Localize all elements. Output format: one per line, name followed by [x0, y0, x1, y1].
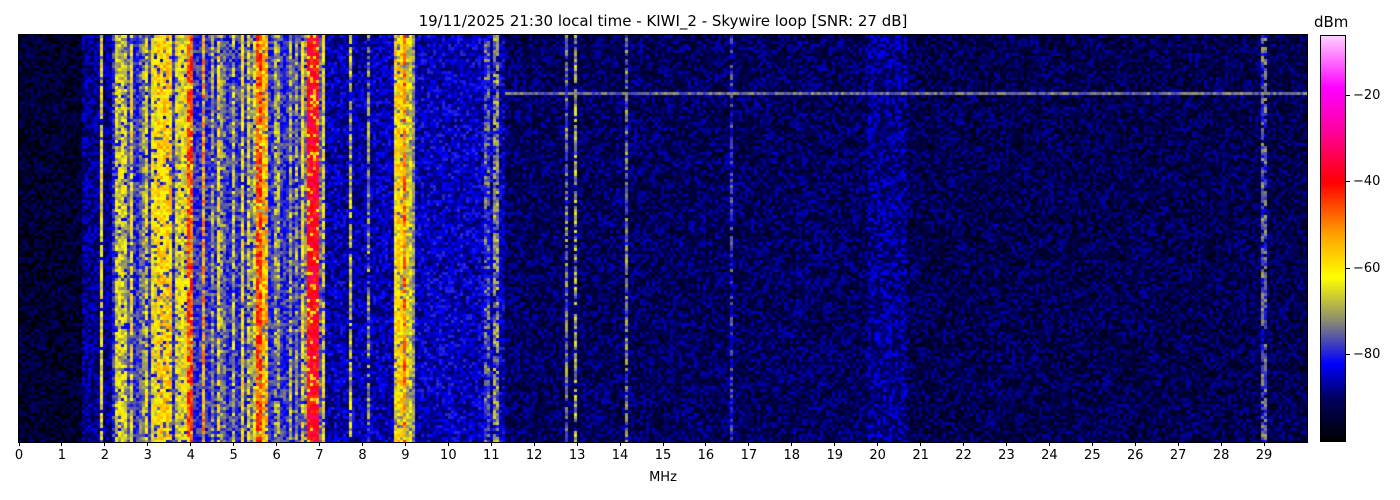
x-tick: 23: [986, 442, 1026, 463]
x-tick: 13: [557, 442, 597, 463]
x-tick-label: 3: [143, 448, 152, 463]
x-tick-label: 10: [440, 448, 457, 463]
x-tick: 6: [257, 442, 297, 463]
x-tick: 1: [42, 442, 82, 463]
x-tick: 3: [128, 442, 168, 463]
x-tick: 7: [300, 442, 340, 463]
x-tick: 28: [1201, 442, 1241, 463]
spectrogram-waterfall: [19, 35, 1307, 442]
colorbar-tick: −60: [1346, 260, 1381, 276]
x-tick-label: 18: [783, 448, 801, 463]
x-tick: 27: [1158, 442, 1198, 463]
x-tick: 29: [1244, 442, 1284, 463]
x-tick: 14: [600, 442, 640, 463]
x-tick-label: 5: [229, 448, 238, 463]
x-tick: 12: [514, 442, 554, 463]
x-tick-label: 4: [186, 448, 195, 463]
x-tick: 24: [1029, 442, 1069, 463]
x-tick-label: 13: [568, 448, 586, 463]
x-axis-ticks: 0 1 2 3 4 5 6 7 8 9 10 11 12 13 14 15 16 17 18 19 20 21 22 23 24…: [15, 442, 1307, 472]
colorbar-tick-label: −40: [1353, 174, 1381, 190]
x-tick: 11: [471, 442, 511, 463]
x-tick-label: 12: [525, 448, 543, 463]
x-tick: 10: [428, 442, 468, 463]
x-tick-label: 27: [1169, 448, 1187, 463]
x-tick-label: 23: [998, 448, 1015, 463]
x-tick: 15: [643, 442, 683, 463]
x-tick-label: 2: [100, 448, 109, 463]
colorbar-tick: −20: [1346, 87, 1381, 103]
x-tick: 18: [772, 442, 812, 463]
colorbar-tick: −40: [1346, 175, 1380, 189]
x-tick-label: 14: [611, 448, 629, 463]
chart-title: 19/11/2025 21:30 local time - KIWI_2 - S…: [418, 12, 908, 30]
x-tick: 5: [214, 442, 254, 463]
colorbar-tick-label: −80: [1353, 347, 1381, 363]
x-tick-label: 21: [912, 448, 929, 463]
x-tick-label: 24: [1041, 448, 1058, 463]
x-tick-label: 20: [869, 448, 886, 463]
x-tick-label: 8: [358, 448, 367, 463]
x-tick-label: 25: [1084, 448, 1101, 463]
x-tick-label: 9: [401, 448, 410, 463]
x-tick-label: 6: [272, 448, 281, 463]
x-tick: 21: [901, 442, 941, 463]
x-tick: 22: [944, 442, 984, 463]
x-tick-label: 26: [1126, 448, 1144, 463]
x-tick: 19: [815, 442, 855, 463]
x-tick: 20: [858, 442, 898, 463]
colorbar-tick-label: −20: [1353, 87, 1381, 103]
x-tick-label: 28: [1212, 448, 1230, 463]
x-tick: 2: [85, 442, 125, 463]
x-tick-label: 0: [14, 448, 24, 463]
x-tick-label: 7: [315, 448, 324, 463]
x-tick: 16: [686, 442, 726, 463]
x-tick-label: 15: [654, 448, 672, 463]
x-tick-label: 17: [740, 448, 758, 463]
x-tick: 0: [0, 442, 39, 463]
colorbar: [1320, 35, 1346, 442]
x-tick: 9: [385, 442, 425, 463]
colorbar-tick: −80: [1346, 348, 1380, 362]
x-tick-label: 19: [826, 448, 843, 463]
x-tick-label: 22: [955, 448, 972, 463]
colorbar-tick-label: −60: [1353, 260, 1381, 276]
x-tick-label: 1: [57, 448, 67, 463]
x-tick: 17: [729, 442, 769, 463]
x-tick: 4: [171, 442, 211, 463]
x-tick: 25: [1072, 442, 1112, 463]
x-tick-label: 11: [482, 448, 500, 463]
x-tick-label: 16: [697, 448, 715, 463]
x-tick: 26: [1115, 442, 1155, 463]
x-axis-label: MHz: [649, 470, 677, 485]
x-tick-label: 29: [1255, 448, 1273, 463]
x-tick: 8: [342, 442, 382, 463]
colorbar-label: dBm: [1314, 13, 1349, 31]
